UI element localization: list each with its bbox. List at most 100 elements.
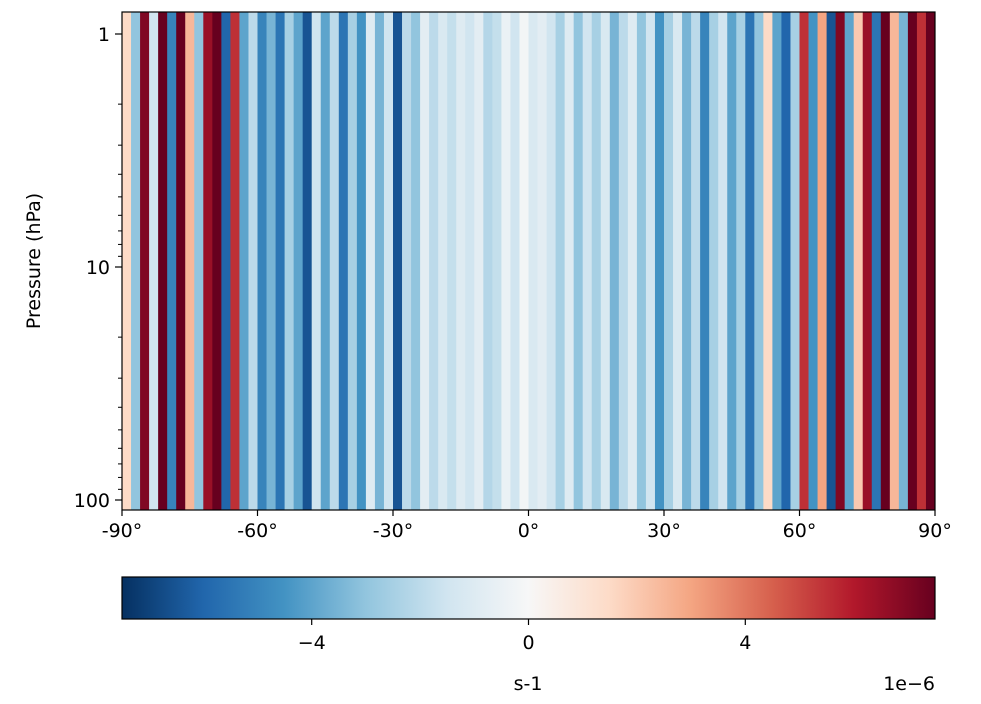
y-tick-label: 10 <box>86 257 110 279</box>
y-tick-label: 100 <box>74 490 110 512</box>
heatmap-column <box>221 12 231 510</box>
heatmap-column <box>808 12 818 510</box>
heatmap-column <box>230 12 240 510</box>
heatmap-column <box>176 12 186 510</box>
heatmap-column <box>700 12 710 510</box>
colorbar-ticks: −4 0 4 <box>298 619 751 654</box>
heatmap-column <box>763 12 773 510</box>
x-tick-label: 90° <box>918 520 952 542</box>
heatmap-column <box>302 12 313 510</box>
heatmap-column <box>149 12 159 510</box>
heatmap-column <box>284 12 295 510</box>
heatmap-column <box>618 12 629 510</box>
x-tick-label: 60° <box>783 520 817 542</box>
heatmap-column <box>718 12 728 510</box>
colorbar-tick-label: 0 <box>522 632 534 654</box>
heatmap-column <box>429 12 439 510</box>
heatmap-column <box>519 12 529 510</box>
heatmap-column <box>745 12 755 510</box>
heatmap-column <box>185 12 195 510</box>
heatmap-column <box>257 12 267 510</box>
heatmap-column <box>347 12 358 510</box>
heatmap-column <box>492 12 502 510</box>
heatmap-column <box>438 12 448 510</box>
x-tick-label: 30° <box>647 520 681 542</box>
heatmap-column <box>664 12 674 510</box>
colorbar-tick-label: −4 <box>298 632 326 654</box>
heatmap-column <box>627 12 638 510</box>
heatmap-column <box>754 12 764 510</box>
heatmap-column <box>365 12 376 510</box>
heatmap-column <box>402 12 412 510</box>
heatmap-column <box>447 12 457 510</box>
heatmap-column <box>167 12 177 510</box>
heatmap-column <box>194 12 204 510</box>
heatmap-column <box>356 12 367 510</box>
heatmap-column <box>835 12 846 510</box>
heatmap-column <box>420 12 430 510</box>
y-tick-label: 1 <box>98 24 110 46</box>
heatmap-column <box>727 12 737 510</box>
heatmap-column <box>537 12 547 510</box>
heatmap-column <box>483 12 493 510</box>
colorbar <box>121 576 936 620</box>
heatmap-column <box>248 12 258 510</box>
heatmap-column <box>799 12 809 510</box>
heatmap-column <box>131 12 141 510</box>
heatmap-column <box>691 12 701 510</box>
heatmap-column <box>158 12 168 510</box>
heatmap-column <box>645 12 656 510</box>
heatmap-column <box>600 12 611 510</box>
heatmap-column <box>871 12 882 510</box>
heatmap-column <box>275 12 285 510</box>
x-tick-label: -30° <box>373 520 414 542</box>
heatmap-column <box>293 12 304 510</box>
heatmap-column <box>609 12 620 510</box>
heatmap-column <box>844 12 855 510</box>
colorbar-label: s-1 <box>514 673 543 695</box>
heatmap-column <box>393 12 403 510</box>
heatmap-column <box>528 12 538 510</box>
x-tick-label: -90° <box>102 520 143 542</box>
heatmap-column <box>781 12 791 510</box>
heatmap-column <box>311 12 322 510</box>
colorbar-offset-text: 1e−6 <box>883 673 935 695</box>
heatmap-column <box>383 12 394 510</box>
heatmap-column <box>555 12 566 510</box>
heatmap-column <box>546 12 556 510</box>
heatmap-column <box>582 12 593 510</box>
heatmap-column <box>474 12 484 510</box>
heatmap-cells <box>122 12 936 510</box>
heatmap-column <box>338 12 349 510</box>
x-tick-label: -60° <box>237 520 278 542</box>
heatmap-column <box>564 12 575 510</box>
colorbar-tick-label: 4 <box>739 632 751 654</box>
heatmap-column <box>573 12 584 510</box>
x-tick-label: 0° <box>518 520 540 542</box>
heatmap-column <box>736 12 746 510</box>
heatmap-column <box>636 12 647 510</box>
heatmap-column <box>654 12 665 510</box>
heatmap-column <box>790 12 800 510</box>
heatmap-column <box>456 12 466 510</box>
heatmap-column <box>817 12 827 510</box>
heatmap-column <box>709 12 719 510</box>
heatmap-column <box>889 12 900 510</box>
heatmap-column <box>682 12 692 510</box>
heatmap-column <box>266 12 276 510</box>
heatmap-column <box>320 12 331 510</box>
heatmap-column <box>880 12 891 510</box>
heatmap-column <box>916 12 927 510</box>
x-axis: -90° -60° -30° 0° 30° 60° 90° <box>102 510 952 542</box>
heatmap-column <box>329 12 340 510</box>
heatmap-column <box>501 12 511 510</box>
y-axis-label: Pressure (hPa) <box>23 193 45 329</box>
heatmap-column <box>826 12 837 510</box>
heatmap-column <box>212 12 222 510</box>
heatmap-column <box>374 12 385 510</box>
heatmap-column <box>140 12 150 510</box>
heatmap-column <box>591 12 602 510</box>
heatmap-column <box>925 12 936 510</box>
